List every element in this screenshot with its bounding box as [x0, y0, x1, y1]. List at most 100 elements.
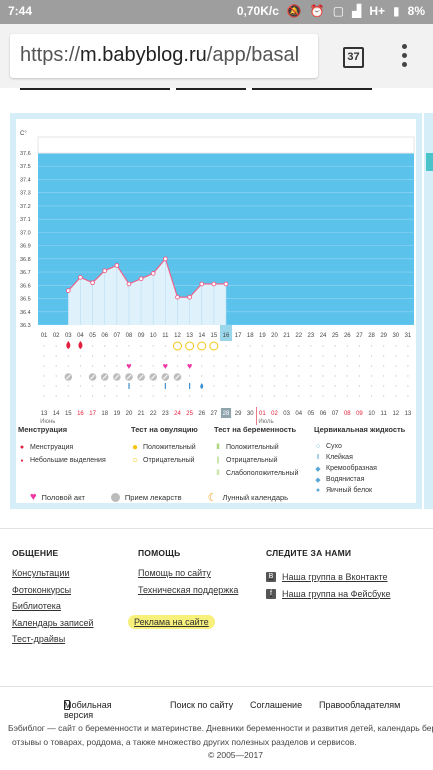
grid-dot: [225, 395, 227, 397]
temperature-point: [126, 281, 132, 287]
pill-marker-line: [126, 374, 132, 380]
footer-help-title: ПОМОЩЬ: [138, 548, 181, 558]
grid-dot: [249, 375, 251, 377]
grid-dot: [261, 345, 264, 347]
grid-dot: [395, 385, 397, 387]
pill-marker-line: [163, 374, 168, 380]
footer-follow-title: СЛЕДИТЕ ЗА НАМИ: [266, 548, 352, 558]
agreement-link[interactable]: Соглашение: [250, 700, 303, 710]
footer-follow: СЛЕДИТЕ ЗА НАМИ B Наша группа в Вконтакте…: [266, 548, 391, 602]
grid-dot: [407, 365, 409, 367]
grid-dot: [273, 355, 276, 357]
today-marker: [219, 325, 233, 341]
url-bar[interactable]: https://m.babyblog.ru/app/basal: [10, 34, 318, 78]
date-label: 22: [150, 411, 157, 417]
moon-icon: ☾: [207, 491, 218, 504]
watery-marker: [200, 383, 204, 389]
grid-dot: [358, 375, 361, 377]
y-tick-label: 37.4: [20, 177, 31, 183]
legend-ovulation: Тест на овуляцию ● Положительный ○ Отрицат…: [131, 425, 198, 466]
grid-dot: [140, 395, 142, 397]
date-today-marker: [220, 408, 232, 418]
url-host: m.babyblog.ru: [80, 44, 207, 66]
side-handle-tab[interactable]: [426, 153, 433, 171]
grid-dot: [334, 355, 336, 357]
site-search-link[interactable]: Поиск по сайту: [170, 700, 234, 710]
grid-dot: [273, 395, 276, 397]
plot-top-margin: [37, 136, 415, 154]
chart-bottom-legend: ♥ Половой акт Прием лекарств ☾ Лунный кале…: [30, 491, 289, 504]
footer-link-library[interactable]: Библиотека: [12, 601, 61, 611]
network-speed: 0,70K/c: [236, 4, 279, 18]
grid-dot: [395, 345, 397, 347]
grid-dot: [213, 365, 215, 367]
day-label: 06: [101, 333, 108, 339]
sim-icon: ▢: [332, 4, 345, 18]
y-tick-label: 37.2: [20, 204, 31, 210]
grid-dot: [358, 345, 361, 347]
footer-general-title: ОБЩЕНИЕ: [12, 548, 59, 558]
day-label: 10: [150, 333, 157, 339]
grid-dot: [79, 385, 82, 387]
day-label: 20: [271, 333, 278, 339]
grid-dot: [310, 345, 312, 347]
pill-marker-line: [102, 374, 108, 380]
temperature-point: [211, 281, 217, 287]
footer-link-testdrives[interactable]: Тест-драйвы: [12, 634, 66, 644]
grid-dot: [407, 395, 409, 397]
grid-dot: [370, 345, 373, 347]
grid-dot: [370, 375, 373, 377]
heart-icon: ♥: [30, 491, 37, 503]
grid-dot: [188, 395, 191, 397]
grid-dot: [201, 365, 203, 367]
network-type: H+: [369, 4, 386, 18]
grid-dot: [140, 345, 142, 347]
small-drop-icon: ●: [20, 457, 24, 464]
grid-dot: [225, 375, 227, 377]
pill-marker-line: [90, 374, 95, 380]
side-handle[interactable]: [424, 113, 433, 509]
date-label: 21: [138, 411, 145, 417]
legend-cervical: Цервикальная жидкость ○ Сухо I Клейкая ◆ Кр…: [314, 425, 406, 494]
ovulation-negative: [172, 341, 182, 351]
day-label: 04: [77, 333, 84, 339]
drop-icon: ●: [19, 444, 25, 451]
footer-link-ads[interactable]: Реклама на сайте: [128, 615, 215, 629]
battery-icon: ▮: [393, 4, 400, 18]
grid-dot: [225, 345, 227, 347]
day-label: 25: [332, 333, 339, 339]
tab-switcher-button[interactable]: 37: [343, 47, 364, 68]
fb-link[interactable]: f Наша группа на Фейсбуке: [266, 585, 391, 602]
footer-link-site-help[interactable]: Помощь по сайту: [138, 568, 211, 578]
footer-link-support[interactable]: Техническая поддержка: [138, 584, 239, 595]
rightholders-link[interactable]: Правообладателям: [319, 700, 401, 710]
grid-dot: [358, 395, 361, 397]
grid-dot: [128, 355, 130, 357]
grid-dot: [382, 395, 385, 397]
day-label: 19: [259, 333, 266, 339]
grid-dot: [104, 365, 106, 367]
overflow-menu-icon[interactable]: [400, 44, 408, 70]
grid-dot: [152, 355, 154, 357]
y-tick-label: 37.1: [20, 217, 31, 223]
ovulation-negative: [197, 341, 207, 351]
grid-dot: [285, 365, 288, 367]
faint-bar-icon: ‖: [216, 470, 220, 477]
footer-link-photocontests[interactable]: Фотоконкурсы: [12, 584, 72, 595]
grid-dot: [298, 365, 300, 367]
grid-dot: [407, 375, 409, 377]
grid-dot: [213, 385, 215, 387]
grid-dot: [285, 345, 288, 347]
grid-dot: [67, 365, 70, 367]
day-label: 15: [211, 333, 218, 339]
grid-dot: [370, 385, 373, 387]
browser-toolbar: https://m.babyblog.ru/app/basal 37: [0, 24, 433, 88]
footer-link-calendar[interactable]: Календарь записей: [12, 617, 94, 628]
grid-dot: [237, 365, 239, 367]
footer-link-consultations[interactable]: Консультации: [12, 568, 70, 578]
grid-dot: [164, 385, 167, 387]
vk-link[interactable]: B Наша группа в Вконтакте: [266, 568, 391, 585]
grid-dot: [55, 345, 57, 347]
date-label: 26: [198, 411, 205, 417]
grid-dot: [91, 345, 94, 347]
